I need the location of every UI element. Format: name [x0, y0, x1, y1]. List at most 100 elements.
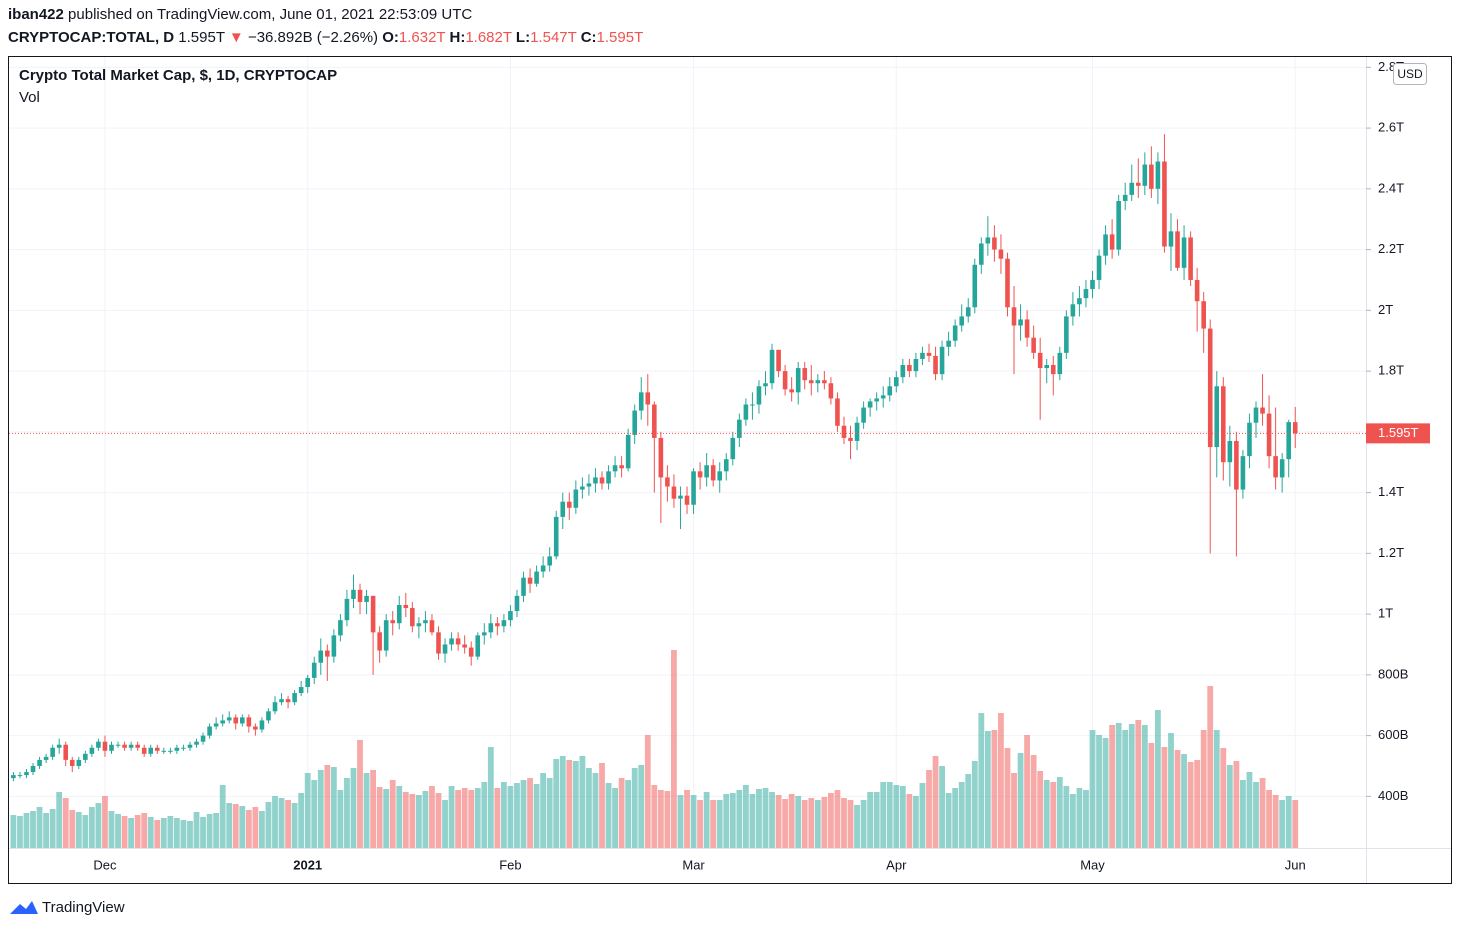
candle-body	[560, 501, 566, 517]
author: iban422	[8, 6, 64, 23]
candle-body	[776, 349, 781, 372]
volume-bar	[769, 792, 775, 848]
candle-body	[645, 392, 651, 405]
candle-body	[1168, 231, 1174, 247]
volume-bar	[834, 790, 841, 848]
x-tick-label: Feb	[499, 857, 521, 872]
candle-body	[625, 434, 631, 469]
candle-body	[1083, 289, 1089, 299]
published: published on TradingView.com, June 01, 2…	[68, 6, 473, 23]
candle-body	[1286, 422, 1291, 460]
volume-bar	[971, 761, 978, 848]
candle-body	[442, 644, 448, 654]
candle-body	[1292, 422, 1298, 434]
candle-body	[449, 638, 454, 645]
volume-bar	[1096, 735, 1102, 848]
volume-bar	[945, 793, 952, 848]
candle-body	[501, 620, 507, 627]
candle-body	[874, 398, 879, 402]
candle-body	[789, 389, 794, 393]
x-tick-label: Mar	[682, 857, 705, 872]
volume-bar	[828, 793, 834, 848]
volume-bar	[501, 782, 507, 848]
candle-body	[455, 638, 461, 645]
volume-bar	[821, 797, 828, 848]
volume-bar	[285, 800, 291, 848]
candle-body	[1279, 459, 1285, 478]
candle-body	[1050, 365, 1056, 375]
candle-body	[1253, 407, 1259, 423]
candle-body	[612, 465, 618, 472]
candle-body	[253, 726, 258, 730]
candle-body	[416, 623, 422, 627]
legend-title: Crypto Total Market Cap, $, 1D, CRYPTOCA…	[19, 67, 337, 84]
candle-body	[717, 471, 723, 481]
candle-body	[279, 699, 284, 703]
volume-bar	[259, 811, 265, 848]
candle-body	[1188, 237, 1193, 280]
x-tick-label: Dec	[93, 857, 117, 872]
volume-bar	[540, 773, 547, 848]
volume-bar	[1063, 786, 1070, 848]
volume-bar	[814, 800, 821, 848]
candle-body	[161, 750, 167, 752]
candle-body	[1057, 352, 1063, 375]
candle-body	[867, 401, 873, 408]
last-price-box	[1366, 423, 1430, 444]
candle-body	[403, 604, 409, 609]
y-tick-label: 1.4T	[1378, 484, 1404, 499]
volume-bar	[1253, 782, 1259, 848]
candle-body	[632, 410, 637, 435]
volume-bar	[657, 790, 664, 848]
price: 1.595T	[178, 29, 225, 46]
volume-bar	[1017, 753, 1024, 848]
candle-body	[1109, 234, 1115, 250]
candle-body	[240, 717, 245, 724]
legend-vol: Vol	[19, 89, 40, 106]
volume-bar	[1181, 754, 1187, 848]
candle-body	[841, 425, 847, 438]
o: 1.632T	[398, 29, 446, 46]
candle-body	[1201, 301, 1206, 329]
candle-body	[894, 377, 899, 387]
volume-bar	[422, 791, 429, 848]
volume-bar	[1083, 790, 1089, 848]
volume-bar	[383, 789, 390, 848]
volume-bar	[566, 760, 573, 848]
volume-bar	[926, 770, 932, 848]
volume-bar	[1187, 762, 1194, 848]
volume-bar	[899, 786, 906, 848]
volume-bar	[174, 818, 180, 848]
volume-bar	[239, 806, 246, 848]
candle-body	[822, 380, 827, 384]
candle-body	[1103, 234, 1108, 256]
candle-body	[128, 744, 134, 748]
candle-body	[1064, 316, 1069, 353]
candle-body	[1247, 422, 1252, 457]
candle-body	[527, 577, 533, 584]
candle-body	[691, 471, 696, 505]
candle-body	[750, 404, 755, 406]
candle-body	[475, 635, 481, 657]
candle-body	[56, 744, 62, 748]
volume-bar	[998, 713, 1004, 848]
volume-bar	[88, 807, 95, 848]
last-price-label: 1.595T	[1378, 425, 1419, 440]
candle-body	[338, 620, 343, 636]
currency-box	[1393, 63, 1427, 85]
volume-bar	[893, 785, 900, 848]
volume-bar	[638, 765, 645, 848]
volume-bar	[1148, 743, 1155, 848]
l-label: L:	[515, 29, 531, 46]
volume-bar	[1285, 796, 1292, 848]
candle-body	[1090, 279, 1095, 290]
candle-body	[599, 477, 605, 484]
volume-bar	[1128, 724, 1135, 848]
candle-body	[861, 407, 866, 423]
volume-bar	[1246, 772, 1253, 848]
candle-body	[1044, 365, 1050, 369]
candle-body	[854, 422, 860, 441]
volume-bar	[1155, 710, 1161, 848]
candle-body	[364, 595, 369, 602]
candle-body	[207, 726, 212, 736]
